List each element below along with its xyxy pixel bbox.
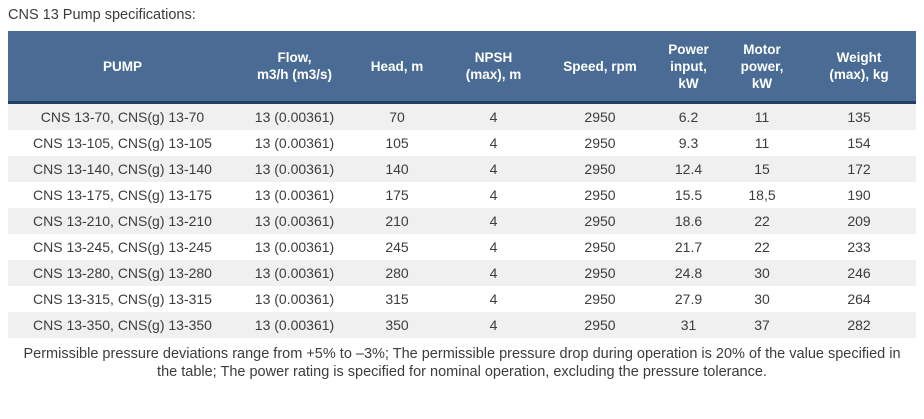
table-cell: 11 [754, 135, 770, 151]
table-cell: CNS 13-350, CNS(g) 13-350 [33, 317, 212, 333]
table-cell: 172 [847, 161, 871, 177]
table-cell: 264 [847, 291, 871, 307]
table-cell: 233 [847, 239, 871, 255]
table-cell: 280 [385, 265, 409, 281]
column-header-motor-power: Motor power, kW [722, 31, 802, 104]
table-cell: 2950 [584, 109, 616, 125]
table-cell: 4 [489, 161, 498, 177]
table-cell: CNS 13-175, CNS(g) 13-175 [33, 187, 212, 203]
column-header-head: Head, m [352, 31, 442, 104]
table-cell: 4 [489, 135, 498, 151]
column-header-flow: Flow, m3/h (m3/s) [237, 31, 352, 104]
table-cell: 209 [847, 213, 871, 229]
table-row: CNS 13-140, CNS(g) 13-140 13 (0.00361) 140… [8, 156, 916, 182]
table-cell: 9.3 [678, 135, 699, 151]
table-cell: 190 [847, 187, 871, 203]
table-cell: CNS 13-140, CNS(g) 13-140 [33, 161, 212, 177]
table-cell: 13 (0.00361) [254, 239, 335, 255]
table-cell: CNS 13-70, CNS(g) 13-70 [40, 109, 205, 125]
table-cell: CNS 13-210, CNS(g) 13-210 [33, 213, 212, 229]
table-row: CNS 13-105, CNS(g) 13-105 13 (0.00361) 105… [8, 130, 916, 156]
table-cell: 22 [754, 213, 770, 229]
table-cell: 24.8 [674, 265, 703, 281]
table-row: CNS 13-315, CNS(g) 13-315 13 (0.00361) 315… [8, 286, 916, 312]
table-cell: 4 [489, 213, 498, 229]
table-cell: 210 [385, 213, 409, 229]
table-cell: 70 [389, 109, 405, 125]
table-cell: 21.7 [674, 239, 703, 255]
table-cell: 13 (0.00361) [254, 187, 335, 203]
table-body: CNS 13-70, CNS(g) 13-70 13 (0.00361) 70 4 29… [8, 102, 916, 338]
table-cell: 2950 [584, 187, 616, 203]
table-cell: 2950 [584, 213, 616, 229]
table-cell: 37 [754, 317, 770, 333]
table-cell: 13 (0.00361) [254, 213, 335, 229]
table-cell: 30 [754, 291, 770, 307]
table-cell: CNS 13-105, CNS(g) 13-105 [33, 135, 212, 151]
table-cell: 18.6 [674, 213, 703, 229]
table-row: CNS 13-175, CNS(g) 13-175 13 (0.00361) 175… [8, 182, 916, 208]
table-cell: 22 [754, 239, 770, 255]
table-cell: 4 [489, 291, 498, 307]
column-header-speed: Speed, rpm [545, 31, 655, 104]
table-cell: CNS 13-315, CNS(g) 13-315 [33, 291, 212, 307]
table-cell: 2950 [584, 161, 616, 177]
footnote: Permissible pressure deviations range fr… [23, 346, 901, 380]
table-row: CNS 13-245, CNS(g) 13-245 13 (0.00361) 245… [8, 234, 916, 260]
table-cell: 282 [847, 317, 871, 333]
table-cell: 2950 [584, 291, 616, 307]
table-header-row: PUMP Flow, m3/h (m3/s) Head, m NPSH (max… [8, 31, 916, 104]
table-cell: 13 (0.00361) [254, 161, 335, 177]
table-cell: CNS 13-280, CNS(g) 13-280 [33, 265, 212, 281]
table-cell: 135 [847, 109, 871, 125]
table-cell: 2950 [584, 265, 616, 281]
table-cell: 140 [385, 161, 409, 177]
table-cell: 245 [385, 239, 409, 255]
table-cell: 13 (0.00361) [254, 265, 335, 281]
table-cell: 11 [754, 109, 770, 125]
table-cell: 4 [489, 239, 498, 255]
table-cell: 13 (0.00361) [254, 109, 335, 125]
table-cell: 4 [489, 187, 498, 203]
table-row: CNS 13-350, CNS(g) 13-350 13 (0.00361) 350… [8, 312, 916, 338]
column-header-weight: Weight (max), kg [802, 31, 916, 104]
table-cell: 2950 [584, 135, 616, 151]
table-cell: 6.2 [678, 109, 699, 125]
column-header-pump: PUMP [8, 31, 237, 104]
table-row: CNS 13-210, CNS(g) 13-210 13 (0.00361) 210… [8, 208, 916, 234]
table-cell: 13 (0.00361) [254, 291, 335, 307]
column-header-npsh: NPSH (max), m [442, 31, 545, 104]
table-row: CNS 13-70, CNS(g) 13-70 13 (0.00361) 70 4 29… [8, 102, 916, 130]
table-cell: 4 [489, 265, 498, 281]
table-cell: 12.4 [674, 161, 703, 177]
table-cell: 15.5 [674, 187, 703, 203]
table-cell: 27.9 [674, 291, 703, 307]
table-cell: 4 [489, 317, 498, 333]
table-cell: 13 (0.00361) [254, 135, 335, 151]
table-cell: 2950 [584, 317, 616, 333]
table-cell: CNS 13-245, CNS(g) 13-245 [33, 239, 212, 255]
table-row: CNS 13-280, CNS(g) 13-280 13 (0.00361) 280… [8, 260, 916, 286]
table-cell: 15 [754, 161, 770, 177]
table-cell: 246 [847, 265, 871, 281]
table-cell: 350 [385, 317, 409, 333]
table-cell: 175 [385, 187, 409, 203]
table-header: PUMP Flow, m3/h (m3/s) Head, m NPSH (max… [8, 31, 916, 104]
table-cell: 2950 [584, 239, 616, 255]
table-cell: 4 [489, 109, 498, 125]
table-cell: 13 (0.00361) [254, 317, 335, 333]
table-cell: 315 [385, 291, 409, 307]
column-header-power-input: Power input, kW [655, 31, 722, 104]
table-cell: 105 [385, 135, 409, 151]
table-cell: 154 [847, 135, 871, 151]
page-title: CNS 13 Pump specifications: [8, 7, 196, 23]
pump-specifications-table: PUMP Flow, m3/h (m3/s) Head, m NPSH (max… [8, 31, 916, 338]
table-cell: 31 [680, 317, 697, 333]
table-cell: 18,5 [748, 187, 776, 203]
table-cell: 30 [754, 265, 770, 281]
